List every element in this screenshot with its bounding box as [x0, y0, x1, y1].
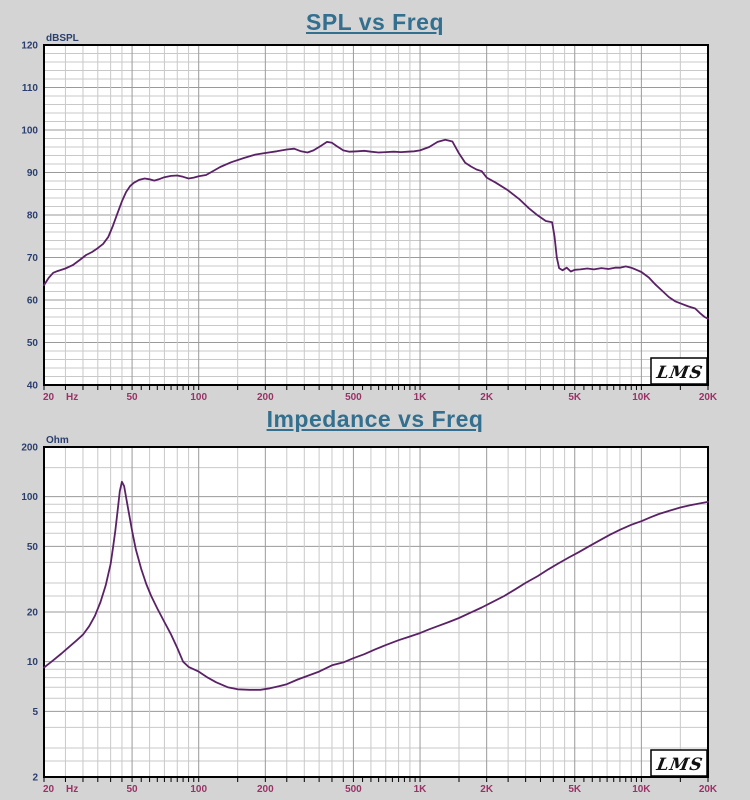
impedance-x-tick-label: 10K: [632, 784, 651, 795]
spl-grid: [43, 44, 709, 386]
spl-y-tick-label: 60: [27, 296, 39, 307]
spl-y-tick-label: 50: [27, 338, 39, 349]
impedance-x-tick-label: 5K: [568, 784, 582, 795]
spl-lms-logo: LMS: [650, 357, 708, 385]
spl-x-tick-label: 50: [127, 392, 139, 403]
impedance-y-tick-label: 50: [27, 542, 39, 553]
impedance-plot-border: [43, 446, 709, 778]
spl-x-tick-label: 20: [43, 392, 55, 403]
impedance-y-tick-label: 5: [32, 707, 38, 718]
impedance-x-tick-label: 20: [43, 784, 55, 795]
impedance-grid: [43, 446, 709, 778]
spl-y-tick-label: 80: [27, 211, 39, 222]
spl-x-tick-label: 10K: [632, 392, 651, 403]
impedance-y-tick-label: 10: [27, 657, 39, 668]
impedance-y-tick-label: 200: [21, 443, 38, 454]
impedance-x-tick-label: 100: [190, 784, 207, 795]
spl-x-tick-label: 1K: [414, 392, 428, 403]
impedance-x-tick-label: 20K: [699, 784, 718, 795]
impedance-curve: [43, 480, 709, 691]
impedance-y-tick-label: 100: [21, 492, 38, 503]
spl-y-tick-label: 100: [21, 126, 38, 137]
spl-curve: [43, 138, 709, 320]
impedance-chart-title: Impedance vs Freq: [266, 406, 484, 432]
impedance-x-tick-label: 2K: [480, 784, 494, 795]
spl-x-tick-label: 5K: [568, 392, 582, 403]
impedance-x-tick-label: 500: [345, 784, 362, 795]
spl-x-tick-label: 100: [190, 392, 207, 403]
spl-y-tick-label: 40: [27, 381, 39, 392]
impedance-x-tick-label: 50: [127, 784, 139, 795]
impedance-y-tick-label: 20: [27, 608, 39, 619]
impedance-y-tick-label: 2: [32, 773, 38, 784]
impedance-plot: 200 100 50 20 10 5 2 Ohm 20 50 100 200 500 1K 2K 5K 10K 2…: [21, 435, 718, 795]
spl-lms-logo-text: LMS: [654, 363, 705, 383]
impedance-unit-label: Ohm: [46, 435, 69, 446]
spl-y-tick-label: 90: [27, 168, 39, 179]
spl-y-tick-label: 110: [22, 83, 39, 94]
impedance-x-tick-label: 200: [257, 784, 274, 795]
spl-chart-title: SPL vs Freq: [305, 9, 445, 35]
impedance-lms-logo-text: LMS: [654, 755, 705, 775]
spl-unit-label: dBSPL: [46, 33, 79, 44]
spl-y-tick-label: 120: [21, 41, 38, 52]
spl-plot: 120 110 100 90 80 70 60 50 40 dBSPL 20 50 100 200 500 1…: [21, 33, 718, 403]
impedance-lms-logo: LMS: [650, 749, 708, 777]
spl-x-tick-label: 500: [345, 392, 362, 403]
impedance-hz-suffix-label: Hz: [66, 784, 78, 795]
spl-plot-border: [43, 44, 709, 386]
spl-x-tick-label: 200: [257, 392, 274, 403]
spl-y-tick-label: 70: [27, 253, 39, 264]
spl-x-tick-label: 2K: [480, 392, 494, 403]
spl-hz-suffix-label: Hz: [66, 392, 78, 403]
spl-x-tick-label: 20K: [699, 392, 718, 403]
impedance-x-tick-label: 1K: [414, 784, 428, 795]
